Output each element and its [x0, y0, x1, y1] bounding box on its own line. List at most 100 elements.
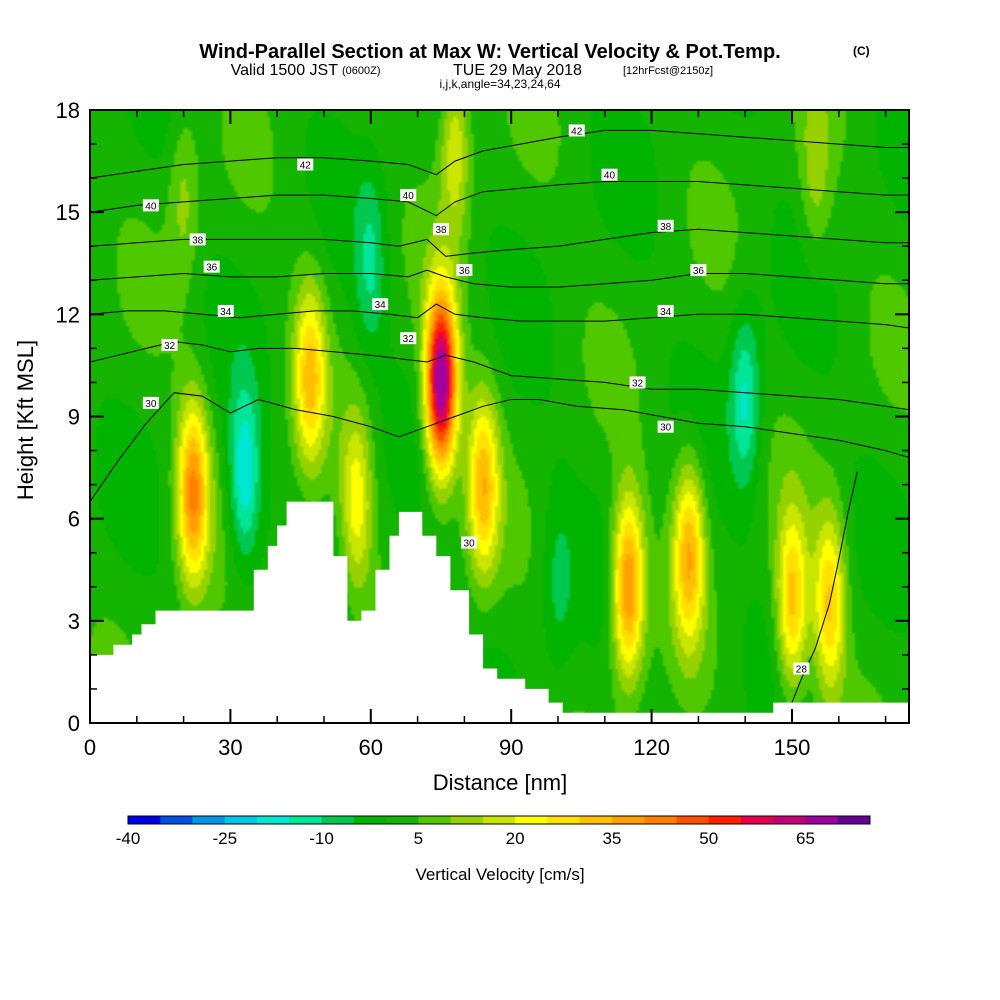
colorbar-swatch — [611, 816, 645, 824]
theta-contour-30 — [90, 392, 909, 502]
colorbar-swatch — [708, 816, 742, 824]
contour-label: 28 — [793, 662, 810, 676]
colorbar-tick-label: 5 — [414, 829, 423, 848]
colorbar: -40 -25 -10 5 20 35 50 65 — [116, 815, 871, 848]
subtitle-grid-info: i,j,k,angle=34,23,24,64 — [439, 77, 560, 91]
y-tick-label: 12 — [56, 302, 80, 327]
y-tick-label: 18 — [56, 98, 80, 123]
colorbar-swatch — [321, 816, 355, 824]
contour-label-text: 28 — [796, 665, 808, 676]
colorbar-swatch — [128, 816, 161, 824]
y-axis-label: Height [Kft MSL] — [13, 340, 38, 500]
x-tick-label: 120 — [633, 735, 670, 760]
colorbar-label: Vertical Velocity [cm/s] — [415, 865, 584, 884]
plot-area: 42 42 40 40 40 38 38 38 36 36 36 34 34 34 32 32 32 30 30 30… — [90, 110, 909, 723]
theta-contour-38 — [90, 228, 909, 257]
colorbar-tick-label: -25 — [212, 829, 237, 848]
colorbar-swatch — [547, 816, 581, 824]
subtitle-valid-time: Valid 1500 JST — [231, 62, 339, 79]
x-tick-label: 30 — [218, 735, 242, 760]
y-tick-label: 0 — [68, 711, 80, 736]
contour-label: 40 — [142, 199, 159, 212]
contour-label-text: 34 — [660, 307, 672, 318]
subtitle-utc-time: (0600Z) — [342, 65, 381, 77]
colorbar-swatch — [418, 816, 452, 824]
contour-label: 36 — [456, 264, 473, 277]
theta-contour-36 — [90, 269, 909, 288]
contour-labels: 42 42 40 40 40 38 38 38 36 36 36 34 34 34 32 32 32 30 30 30… — [142, 124, 810, 676]
contour-label-text: 30 — [660, 423, 672, 434]
y-tick-label: 15 — [56, 200, 80, 225]
contour-label: 38 — [189, 233, 206, 246]
contour-label: 32 — [161, 338, 178, 352]
contour-label: 34 — [657, 304, 674, 318]
colorbar-swatch — [773, 816, 806, 824]
y-tick-label: 9 — [68, 405, 80, 430]
contour-label: 34 — [372, 298, 389, 311]
colorbar-swatch — [386, 816, 419, 824]
chart-title: Wind-Parallel Section at Max W: Vertical… — [199, 41, 869, 63]
theta-contour-40 — [90, 181, 909, 217]
colorbar-swatch — [353, 816, 387, 824]
colorbar-swatch — [644, 816, 677, 824]
colorbar-tick-label: 65 — [796, 829, 815, 848]
x-axis-label: Distance [nm] — [433, 770, 568, 795]
chart-title-text: Wind-Parallel Section at Max W: Vertical… — [199, 41, 780, 63]
x-tick-label: 0 — [84, 735, 96, 760]
contour-label: 40 — [601, 168, 618, 182]
colorbar-tick-label: 20 — [506, 829, 525, 848]
colorbar-swatch — [515, 816, 548, 824]
y-axis: 0 36 9 12 15 18 — [56, 98, 909, 736]
colorbar-swatch — [160, 816, 193, 824]
contour-label: 34 — [217, 304, 234, 318]
x-axis: 0 30 60 90 120 150 — [84, 110, 887, 760]
colorbar-swatch — [450, 816, 484, 824]
chart-subtitle: Valid 1500 JST (0600Z) TUE 29 May 2018 [… — [231, 62, 713, 91]
colorbar-frame — [127, 815, 871, 825]
contour-label: 42 — [568, 124, 585, 137]
colorbar-tick-label: 35 — [602, 829, 621, 848]
contour-label: 30 — [461, 536, 478, 550]
contour-label-text: 38 — [435, 225, 447, 236]
contour-label-text: 36 — [459, 266, 471, 277]
subtitle-forecast: [12hrFcst@2150z] — [623, 65, 713, 77]
contour-label-text: 42 — [300, 160, 312, 171]
potential-temperature-contours — [90, 129, 909, 703]
contour-label: 30 — [657, 420, 674, 434]
colorbar-swatch — [257, 816, 290, 824]
theta-contour-28 — [791, 470, 858, 703]
colorbar-tick-label: 50 — [699, 829, 718, 848]
colorbar-swatch — [676, 816, 710, 824]
contour-label: 36 — [203, 260, 220, 274]
contour-label: 40 — [400, 189, 417, 202]
contour-label-text: 42 — [571, 126, 583, 137]
theta-contour-32 — [90, 341, 909, 411]
x-tick-label: 150 — [774, 735, 811, 760]
contour-label-text: 30 — [145, 399, 157, 410]
contour-label-text: 36 — [693, 266, 705, 277]
contour-label-text: 34 — [375, 300, 387, 311]
contour-label-text: 38 — [192, 235, 204, 246]
contour-label-text: 32 — [164, 341, 176, 352]
colorbar-swatch — [579, 816, 613, 824]
contour-label-text: 38 — [660, 222, 672, 233]
colorbar-tick-label: -10 — [309, 829, 334, 848]
colorbar-swatch — [837, 816, 871, 824]
colorbar-swatch — [289, 816, 322, 824]
terrain-mask — [90, 501, 909, 723]
colorbar-swatch — [805, 816, 839, 824]
contour-label: 38 — [433, 223, 449, 236]
colorbar-swatch — [224, 816, 258, 824]
contour-label: 38 — [657, 219, 674, 233]
contour-label: 32 — [629, 376, 646, 389]
contour-label-text: 36 — [206, 263, 218, 274]
colorbar-swatch — [740, 816, 774, 824]
contour-label-text: 40 — [403, 191, 415, 202]
contour-label: 42 — [297, 158, 314, 171]
contour-label-text: 32 — [403, 334, 415, 345]
y-tick-label: 6 — [68, 507, 80, 532]
x-tick-label: 90 — [499, 735, 523, 760]
contour-label: 30 — [142, 396, 159, 410]
contour-label-text: 32 — [632, 378, 644, 389]
